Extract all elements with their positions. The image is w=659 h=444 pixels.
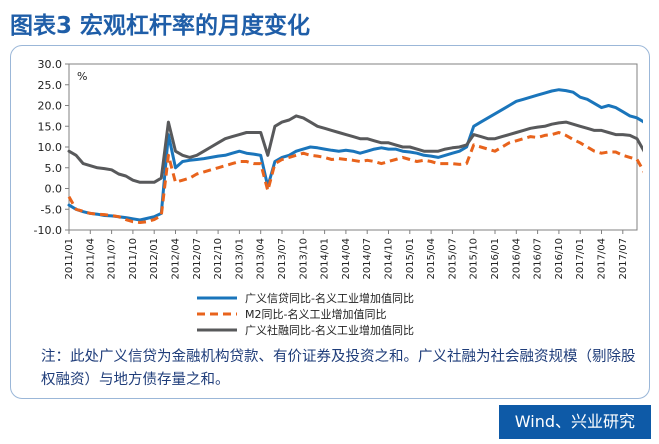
y-tick-label: 5.0: [45, 162, 63, 175]
x-tick-label: 2012/10: [213, 238, 224, 280]
x-tick-label: 2011/07: [107, 238, 118, 280]
series-line-1: [67, 88, 649, 222]
legend: 广义信贷同比-名义工业增加值同比 M2同比-名义工业增加值同比广义社融同比-名义工…: [197, 291, 414, 337]
y-tick-label: 20.0: [38, 100, 63, 113]
y-tick-label: 0.0: [45, 183, 63, 196]
x-tick-label: 2013/10: [298, 238, 309, 280]
x-tick-label: 2016/10: [554, 238, 565, 280]
source-bar: Wind、兴业研究: [0, 405, 659, 444]
y-tick-label: -5.0: [41, 203, 62, 216]
x-tick-label: 2014/04: [341, 238, 352, 280]
x-tick-label: 2012/01: [149, 238, 160, 280]
figure-title: 图表3 宏观杠杆率的月度变化: [10, 13, 311, 39]
chart-panel: 30.0 25.0 20.0 15.0 10.0 5.0 0.0 -5.0 -10.0% 2011…: [10, 45, 650, 399]
y-tick-label: 15.0: [38, 120, 63, 133]
x-tick-label: 2017/04: [597, 238, 608, 280]
x-tick-label: 2013/07: [277, 238, 288, 280]
x-tick-label: 2015/07: [447, 238, 458, 280]
chart-area: 30.0 25.0 20.0 15.0 10.0 5.0 0.0 -5.0 -10.0% 2011…: [19, 52, 649, 340]
line-chart: 30.0 25.0 20.0 15.0 10.0 5.0 0.0 -5.0 -10.0% 2011…: [34, 58, 649, 337]
series-lines: [67, 88, 649, 224]
y-unit-label: %: [77, 70, 87, 83]
x-tick-label: 2011/04: [85, 238, 96, 280]
y-tick-label: 10.0: [38, 141, 63, 154]
legend-label-3: 广义社融同比-名义工业增加值同比: [245, 323, 414, 337]
x-tick-label: 2016/07: [533, 238, 544, 280]
series-line-3: [67, 114, 649, 184]
legend-label-1: 广义信贷同比-名义工业增加值同比: [245, 291, 414, 305]
x-tick-label: 2014/01: [320, 238, 331, 280]
legend-label-2: M2同比-名义工业增加值同比: [245, 307, 386, 321]
x-tick-label: 2015/04: [426, 238, 437, 280]
x-tick-label: 2015/10: [469, 238, 480, 280]
x-tick-label: 2016/04: [511, 238, 522, 280]
x-tick-label: 2017/07: [618, 238, 629, 280]
x-tick-label: 2012/04: [171, 238, 182, 280]
x-tick-label: 2014/10: [384, 238, 395, 280]
x-tick-label: 2011/10: [128, 238, 139, 280]
x-tick-label: 2016/01: [490, 238, 501, 280]
x-tick-label: 2013/01: [234, 238, 245, 280]
x-tick-label: 2014/07: [362, 238, 373, 280]
y-tick-label: -10.0: [34, 224, 62, 237]
series-line-2: [67, 131, 649, 224]
x-tick-label: 2013/04: [256, 238, 267, 280]
y-tick-label: 25.0: [38, 79, 63, 92]
chart-footnote: 注：此处广义信贷为金融机构贷款、有价证券及投资之和。广义社融为社会融资规模（剔除…: [41, 349, 636, 388]
x-tick-label: 2012/07: [192, 238, 203, 280]
x-tick-label: 2011/01: [64, 238, 75, 280]
x-tick-label: 2017/01: [575, 238, 586, 280]
x-tick-label: 2015/01: [405, 238, 416, 280]
y-tick-label: 30.0: [38, 58, 63, 71]
source-label: Wind、兴业研究: [498, 405, 651, 439]
plot-frame: [68, 63, 638, 231]
axes: 30.0 25.0 20.0 15.0 10.0 5.0 0.0 -5.0 -10.0% 2011…: [34, 58, 638, 280]
